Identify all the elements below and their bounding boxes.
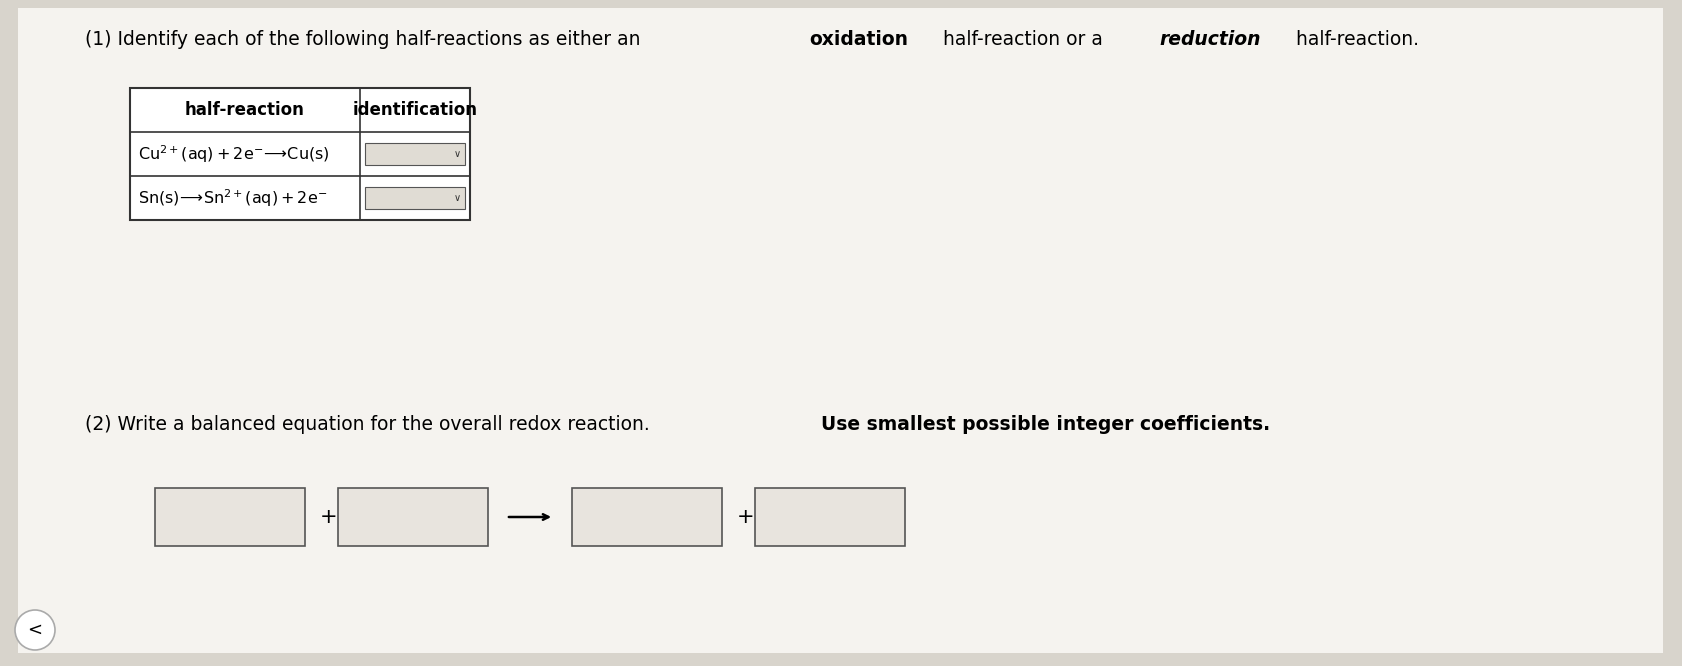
Text: half-reaction.: half-reaction.: [1288, 30, 1418, 49]
Text: (1) Identify each of the following half-reactions as either an: (1) Identify each of the following half-…: [86, 30, 646, 49]
Text: ∨: ∨: [452, 149, 461, 159]
Text: +: +: [320, 507, 338, 527]
Text: $\mathrm{Sn(s)\!\longrightarrow\!Sn^{2+}(aq) + 2e^{-}}$: $\mathrm{Sn(s)\!\longrightarrow\!Sn^{2+}…: [138, 187, 326, 209]
Bar: [755, 488, 905, 546]
Text: identification: identification: [352, 101, 478, 119]
Text: ∨: ∨: [452, 193, 461, 203]
Bar: [155, 488, 304, 546]
Text: (2) Write a balanced equation for the overall redox reaction.: (2) Write a balanced equation for the ov…: [86, 415, 656, 434]
Text: half-reaction: half-reaction: [185, 101, 304, 119]
Circle shape: [15, 610, 56, 650]
Text: reduction: reduction: [1159, 30, 1260, 49]
Text: $\mathrm{Cu^{2+}(aq) + 2e^{-}\!\longrightarrow\!Cu(s)}$: $\mathrm{Cu^{2+}(aq) + 2e^{-}\!\longrigh…: [138, 143, 330, 165]
Bar: [130, 88, 469, 220]
Bar: [365, 143, 464, 165]
Text: +: +: [737, 507, 754, 527]
Text: Use smallest possible integer coefficients.: Use smallest possible integer coefficien…: [821, 415, 1270, 434]
Text: half-reaction or a: half-reaction or a: [937, 30, 1108, 49]
Bar: [572, 488, 722, 546]
Text: <: <: [27, 621, 42, 639]
Bar: [365, 187, 464, 209]
Text: oxidation: oxidation: [809, 30, 908, 49]
Bar: [338, 488, 488, 546]
